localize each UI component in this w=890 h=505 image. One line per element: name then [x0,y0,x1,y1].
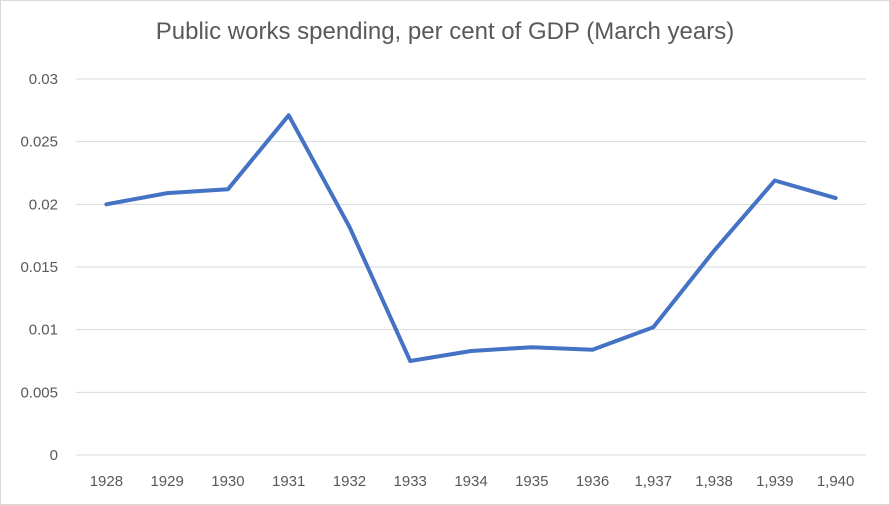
x-tick-label: 1929 [150,473,183,490]
x-tick-label: 1935 [515,473,548,490]
series-layer [104,113,838,363]
x-tick-label: 1930 [211,473,244,490]
y-tick-label: 0.015 [20,259,58,276]
x-tick-label: 1,940 [817,473,855,490]
x-tick-label: 1933 [394,473,427,490]
chart-title: Public works spending, per cent of GDP (… [155,18,735,45]
x-tick-label: 1936 [576,473,609,490]
x-tick-label: 1934 [454,473,487,490]
y-tick-label: 0.005 [20,384,58,401]
x-tick-label: 1928 [90,473,123,490]
y-tick-label: 0 [50,447,58,464]
x-tick-label: 1,938 [695,473,733,490]
series-line [104,113,838,363]
x-tick-label: 1,939 [756,473,794,490]
y-tick-label: 0.02 [29,196,58,213]
x-tick-label: 1,937 [635,473,673,490]
x-tick-label: 1931 [272,473,305,490]
x-axis-tick-labels: 1928 1929 1930 1931 1932 1933 1934 1935 1936 1,93… [90,473,855,490]
y-axis-tick-labels: 0 0.005 0.01 0.015 0.02 0.025 0.03 [20,71,58,464]
gridlines [76,78,866,456]
y-tick-label: 0.03 [29,71,58,88]
x-tick-label: 1932 [333,473,366,490]
y-tick-label: 0.01 [29,322,58,339]
y-tick-label: 0.025 [20,134,58,151]
